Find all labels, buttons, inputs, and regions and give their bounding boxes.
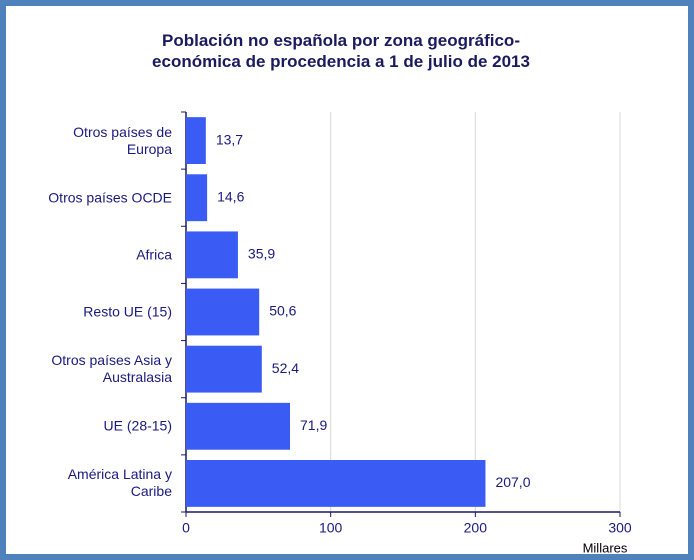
x-tick-label: 0 [182, 520, 190, 536]
value-label: 14,6 [217, 188, 244, 204]
value-label: 207,0 [495, 474, 530, 490]
value-label: 52,4 [272, 360, 299, 376]
category-label: Otros países de Europa [73, 123, 172, 157]
category-label: UE (28-15) [103, 417, 172, 434]
category-label: América Latina y Caribe [67, 466, 172, 500]
x-tick-label: 200 [464, 520, 488, 536]
category-label: Africa [136, 246, 172, 263]
value-label: 35,9 [248, 246, 275, 262]
bar [186, 288, 260, 336]
bar [186, 402, 291, 450]
category-label: Resto UE (15) [83, 303, 172, 320]
bar [186, 117, 206, 164]
value-label: 50,6 [269, 303, 296, 319]
category-label: Otros países Asia y Australasia [51, 352, 172, 386]
bar [186, 174, 208, 222]
x-axis-label: Millares [583, 540, 628, 555]
chart-title: Población no española por zona geográfic… [152, 31, 530, 71]
bar [186, 460, 486, 507]
value-label: 13,7 [216, 131, 243, 147]
category-label: Otros países OCDE [48, 189, 172, 206]
x-tick-label: 100 [319, 520, 343, 536]
x-tick-label: 300 [608, 520, 632, 536]
value-label: 71,9 [300, 417, 327, 433]
bar [186, 231, 238, 279]
bar [186, 345, 262, 393]
